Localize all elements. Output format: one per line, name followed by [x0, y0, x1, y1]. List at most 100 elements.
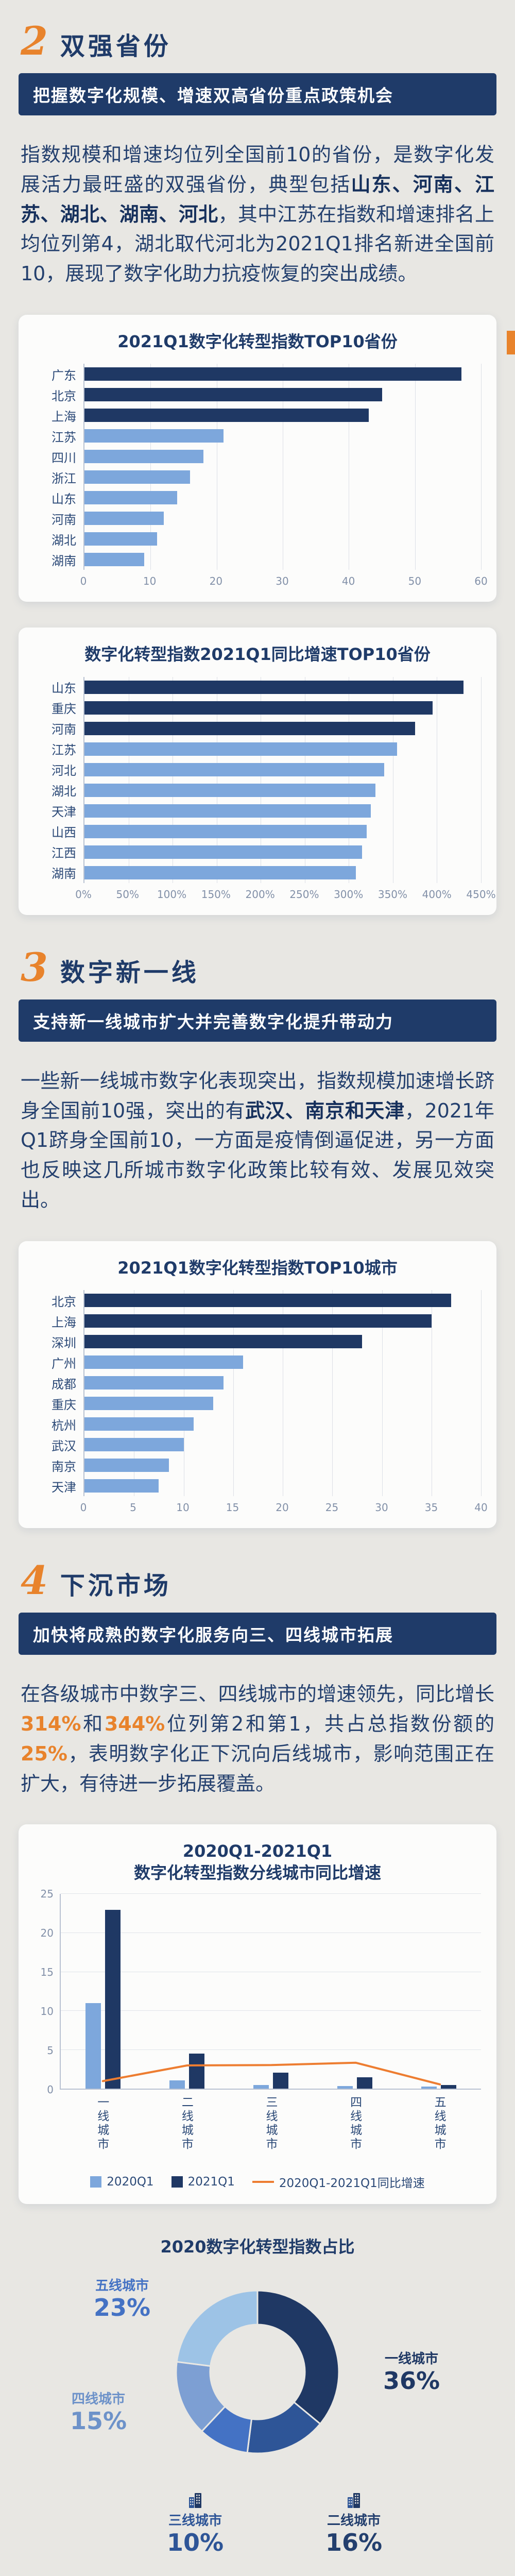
section-number: 3	[21, 944, 48, 990]
bar-chart-city-index-top10: 北京 上海 深圳 广州 成都 重庆 杭州 武汉 南京 天津 0 5 10 15 20 25 30 35 40	[34, 1290, 488, 1515]
legend-swatch-2020q1	[90, 2176, 102, 2188]
bar-row	[84, 1414, 481, 1434]
edge-accent-decoration	[507, 331, 515, 354]
bar	[84, 1479, 159, 1493]
bar	[84, 804, 371, 818]
donut-slice	[176, 2290, 259, 2367]
axis-tick: 25	[40, 1888, 54, 1901]
bar	[84, 742, 398, 756]
chart-title-line1: 2020Q1-2021Q1	[182, 1841, 333, 1861]
bar	[169, 2080, 185, 2089]
axis-tick: 20	[40, 1927, 54, 1940]
bar	[84, 553, 144, 567]
section-paragraph: 指数规模和增速均位列全国前10的省份，是数字化发展活力最旺盛的双强省份，典型包括…	[19, 140, 496, 289]
axis-tick: 0%	[75, 888, 92, 901]
bar	[273, 2072, 288, 2089]
bar-category-label: 天津	[52, 805, 76, 820]
bar	[84, 721, 415, 735]
axis-tick: 35	[424, 1501, 438, 1514]
bar-row	[84, 508, 481, 529]
bar-chart-province-growth-top10: 山东 重庆 河南 江苏 河北 湖北 天津 山西 江西 湖南 0% 50% 100% 150% 200% 250…	[34, 676, 496, 902]
section-banner: 加快将成熟的数字化服务向三、四线城市拓展	[19, 1613, 496, 1655]
donut-slice	[256, 2290, 340, 2426]
bar-category-label: 重庆	[52, 1397, 76, 1412]
axis-tick: 10	[176, 1501, 190, 1514]
bar-category-label: 江苏	[52, 743, 76, 758]
x-axis: 0 5 10 15 20 25 30 35 40	[80, 1496, 488, 1515]
axis-tick: 250%	[289, 888, 319, 901]
bar-row	[84, 364, 481, 384]
chart-title: 2020Q1-2021Q1 数字化转型指数分线城市同比增速	[34, 1841, 481, 1884]
bar-category-label: 广东	[52, 368, 76, 383]
bar	[84, 1335, 362, 1349]
bar-category-label: 湖南	[52, 553, 76, 568]
donut-section: 2020数字化转型指数占比 五线城市 23% 一线城市 36% 四线城市 15%	[19, 2234, 496, 2576]
paragraph-segment: ，表明数字化正下沉向后线城市，影响范围正在扩大，有待进一步拓展覆盖。	[21, 1742, 494, 1795]
axis-tick: 400%	[422, 888, 452, 901]
bar-category-label: 武汉	[52, 1438, 76, 1453]
plot-area	[60, 1893, 481, 2090]
gridline	[61, 2049, 481, 2050]
bar-row	[84, 1393, 481, 1414]
bar-category-label: 浙江	[52, 471, 76, 486]
bar	[84, 1294, 452, 1308]
bar-row	[84, 467, 481, 487]
axis-tick: 350%	[377, 888, 408, 901]
bar	[84, 491, 177, 505]
section-number: 2	[21, 18, 48, 64]
bar	[84, 762, 384, 776]
axis-category-label: 三线城市	[263, 2096, 277, 2152]
growth-line	[101, 2062, 441, 2086]
section-banner: 把握数字化规模、增速双高省份重点政策机会	[19, 73, 496, 115]
bar-category-label: 河南	[52, 722, 76, 737]
gridline	[481, 676, 482, 883]
bar	[84, 470, 191, 484]
axis-tick: 20	[276, 1501, 289, 1514]
bar	[84, 680, 464, 694]
donut-chart	[175, 2290, 340, 2454]
axis-tick: 200%	[245, 888, 275, 901]
bar-row	[84, 1434, 481, 1455]
bar-category-label: 上海	[52, 409, 76, 424]
growth-line-overlay	[101, 2062, 441, 2086]
donut-label-tier5: 五线城市 23%	[93, 2278, 151, 2322]
chart-card-province-growth-top10: 数字化转型指数2021Q1同比增速TOP10省份 山东 重庆 河南 江苏 河北 湖北 天津山…	[19, 628, 496, 915]
bar-row	[84, 698, 481, 718]
legend-item-2020q1: 2020Q1	[90, 2175, 154, 2189]
axis-tick: 10	[40, 2005, 54, 2018]
axis-category-label: 五线城市	[432, 2096, 446, 2152]
bar-row	[84, 801, 481, 821]
axis-tick: 300%	[334, 888, 364, 901]
bar-row	[84, 759, 481, 780]
section-paragraph: 一些新一线城市数字化表现突出，指数规模加速增长跻身全国前10强，突出的有武汉、南…	[19, 1066, 496, 1215]
paragraph-segment: 位列第2和第1，共占总指数份额的	[165, 1713, 494, 1736]
bar	[84, 824, 367, 838]
axis-tick: 15	[40, 1966, 54, 1979]
bar-row	[84, 487, 481, 508]
axis-tick: 20	[209, 575, 223, 588]
bar-group	[145, 1894, 229, 2089]
bar-row	[84, 1352, 481, 1372]
bar	[84, 429, 224, 443]
paragraph-segment: 山东、河南、江苏、湖北、湖南、河北	[21, 173, 494, 226]
legend-label: 2021Q1	[187, 2175, 235, 2189]
bar-category-label: 湖北	[52, 533, 76, 548]
bar	[84, 1355, 243, 1369]
bar-category-label: 南京	[52, 1459, 76, 1474]
bar	[105, 1909, 121, 2089]
x-axis: 0 10 20 30 40 50 60	[80, 570, 488, 588]
bar	[84, 1397, 214, 1411]
bar-category-label: 北京	[52, 388, 76, 403]
bar-category-label: 上海	[52, 1315, 76, 1330]
axis-tick: 5	[47, 2044, 54, 2057]
paragraph-segment: 和	[81, 1713, 105, 1736]
axis-tick: 0	[47, 2083, 54, 2096]
axis-tick: 50	[408, 575, 422, 588]
chart-card-city-index-top10: 2021Q1数字化转型指数TOP10城市 北京 上海 深圳 广州 成都 重庆 杭州 武汉 南京天…	[19, 1241, 496, 1529]
section-header: 3 数字新一线	[19, 944, 496, 990]
paragraph-segment: ，2021年Q1跻身全国前10，一方面是疫情倒逼促进，另一方面也反映这几所城市数…	[21, 1099, 494, 1211]
chart-title-line2: 数字化转型指数分线城市同比增速	[133, 1862, 381, 1883]
bar-category-label: 深圳	[52, 1335, 76, 1350]
bar-row	[84, 446, 481, 467]
bar-category-label: 河北	[52, 764, 76, 778]
